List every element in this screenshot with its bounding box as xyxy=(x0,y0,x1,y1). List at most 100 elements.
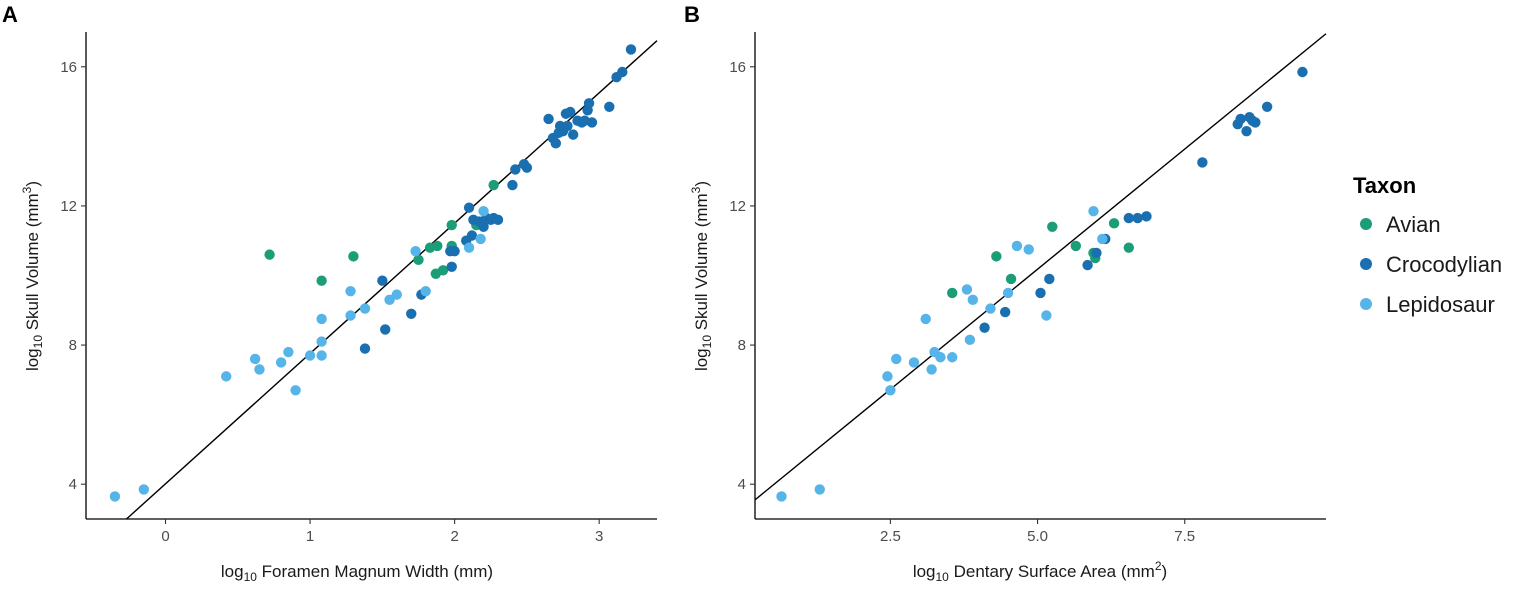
panel-b-x-ticks: 2.5 5.0 7.5 xyxy=(880,519,1195,545)
panel-a-y-tick-label: 12 xyxy=(60,198,77,215)
legend-label-lepidosaur: Lepidosaur xyxy=(1386,292,1495,317)
panel-a-point-avian xyxy=(437,265,449,276)
panel-b-point-lepidosaur xyxy=(885,385,896,396)
panel-b-point-crocodylian xyxy=(1091,247,1102,259)
panel-a-y-tick-label: 8 xyxy=(69,337,77,354)
panel-a-point-lepidosaur xyxy=(109,491,121,502)
panel-b-point-lepidosaur xyxy=(1023,244,1034,255)
panel-b-point-avian xyxy=(947,287,958,299)
panel-a-point-crocodylian xyxy=(625,44,637,55)
panel-b-point-lepidosaur xyxy=(1088,205,1099,217)
panel-b-regression-line xyxy=(754,33,1327,501)
panel-b-point-crocodylian xyxy=(1250,117,1261,128)
panel-a-point-lepidosaur xyxy=(283,346,294,358)
panel-b-point-lepidosaur xyxy=(1011,240,1023,252)
panel-a-x-tick-label: 2 xyxy=(450,528,458,545)
legend: Taxon Avian Crocodylian Lepidosaur xyxy=(1353,173,1502,317)
panel-b-point-lepidosaur xyxy=(1002,287,1014,299)
panel-b-x-axis-title: log10 Dentary Surface Area (mm2) xyxy=(913,559,1167,584)
panel-a-point-crocodylian xyxy=(492,214,504,226)
legend-swatch-lepidosaur xyxy=(1360,298,1372,310)
panel-b-y-ticks: 4 8 12 16 xyxy=(729,59,755,493)
panel-b-y-tick-label: 4 xyxy=(738,476,746,493)
panel-b-point-crocodylian xyxy=(1082,259,1093,271)
panel-b-point-crocodylian xyxy=(1261,101,1273,112)
panel-a-point-lepidosaur xyxy=(304,350,316,361)
panel-b-point-crocodylian xyxy=(1297,66,1308,78)
panel-a-point-crocodylian xyxy=(406,308,417,319)
panel-b-point-crocodylian xyxy=(1132,212,1143,224)
panel-a-point-lepidosaur xyxy=(391,289,402,300)
panel-b-point-crocodylian xyxy=(979,322,990,333)
panel-a-point-crocodylian xyxy=(377,275,388,286)
panel-b-point-lepidosaur xyxy=(908,357,920,368)
legend-label-crocodylian: Crocodylian xyxy=(1386,252,1502,277)
panel-b-point-avian xyxy=(1108,218,1120,229)
panel-a-point-crocodylian xyxy=(565,106,576,118)
legend-swatch-avian xyxy=(1360,218,1372,230)
panel-a-point-avian xyxy=(432,240,443,252)
panel-b-point-lepidosaur xyxy=(985,303,996,314)
panel-b-point-lepidosaur xyxy=(926,364,937,375)
panel-a-x-tick-label: 3 xyxy=(595,528,603,545)
panel-a-x-tick-label: 1 xyxy=(306,528,314,545)
panel-b-point-crocodylian xyxy=(999,306,1011,318)
panel-a-point-crocodylian xyxy=(478,221,489,232)
panel-a-point-crocodylian xyxy=(446,261,457,273)
panel-b-y-tick-label: 8 xyxy=(738,337,746,354)
panel-a-point-crocodylian xyxy=(507,179,518,191)
legend-label-avian: Avian xyxy=(1386,212,1441,237)
panel-a-point-lepidosaur xyxy=(345,310,356,321)
panel-a-point-lepidosaur xyxy=(463,242,475,253)
panel-a-point-crocodylian xyxy=(586,117,598,128)
panel-b-point-lepidosaur xyxy=(1097,233,1108,245)
panel-b-point-crocodylian xyxy=(1235,113,1246,125)
panel-a-point-lepidosaur xyxy=(316,313,327,325)
panel-a-point-avian xyxy=(316,275,327,286)
panel-b-letter: B xyxy=(684,2,700,27)
panel-a-point-crocodylian xyxy=(604,101,615,112)
panel-a-point-crocodylian xyxy=(567,129,579,140)
panel-b-point-avian xyxy=(1123,242,1134,253)
panel-a-y-tick-label: 16 xyxy=(60,59,77,76)
panel-a-x-tick-label: 0 xyxy=(161,528,169,545)
panel-a-point-lepidosaur xyxy=(420,285,431,297)
panel-a-point-lepidosaur xyxy=(290,385,301,396)
panel-a-x-axis-title: log10 Foramen Magnum Width (mm) xyxy=(221,562,493,584)
panel-a-point-lepidosaur xyxy=(249,353,261,365)
panel-a-point-lepidosaur xyxy=(221,371,232,382)
panel-a-x-ticks: 0 1 2 3 xyxy=(161,519,603,545)
panel-a-point-crocodylian xyxy=(543,113,554,125)
panel-b-point-lepidosaur xyxy=(891,353,902,365)
panel-a-point-crocodylian xyxy=(359,343,371,354)
panel-b-fit-layer xyxy=(754,33,1327,501)
panel-b-point-lepidosaur xyxy=(947,352,958,363)
panel-b-point-avian xyxy=(1005,273,1017,285)
legend-title: Taxon xyxy=(1353,173,1416,198)
panel-b-point-crocodylian xyxy=(1241,125,1252,137)
panel-a-points-layer xyxy=(109,44,637,502)
panel-b-points-layer xyxy=(776,66,1308,502)
panel-a-point-crocodylian xyxy=(380,324,391,335)
panel-a-point-lepidosaur xyxy=(475,233,486,245)
panel-b-point-lepidosaur xyxy=(1041,310,1052,321)
panel-b-point-lepidosaur xyxy=(920,313,931,325)
panel-a-fit-layer xyxy=(126,40,658,520)
panel-b-point-crocodylian xyxy=(1141,211,1152,222)
panel-a-point-crocodylian xyxy=(449,245,460,257)
panel-b-point-lepidosaur xyxy=(961,284,973,295)
panel-a-point-lepidosaur xyxy=(410,245,421,257)
panel-b-point-avian xyxy=(1047,221,1058,232)
panel-a-y-ticks: 4 8 12 16 xyxy=(60,59,86,493)
panel-a-point-lepidosaur xyxy=(359,303,371,314)
panel-b-y-tick-label: 12 xyxy=(729,198,746,215)
panel-a-point-crocodylian xyxy=(466,230,478,241)
panel-a-point-lepidosaur xyxy=(384,294,395,306)
panel-b-x-tick-label: 2.5 xyxy=(880,528,901,545)
panel-b-point-crocodylian xyxy=(1035,287,1046,299)
panel-b-point-lepidosaur xyxy=(776,491,787,502)
panel-a-point-crocodylian xyxy=(510,164,521,175)
panel-a-point-crocodylian xyxy=(583,98,595,109)
